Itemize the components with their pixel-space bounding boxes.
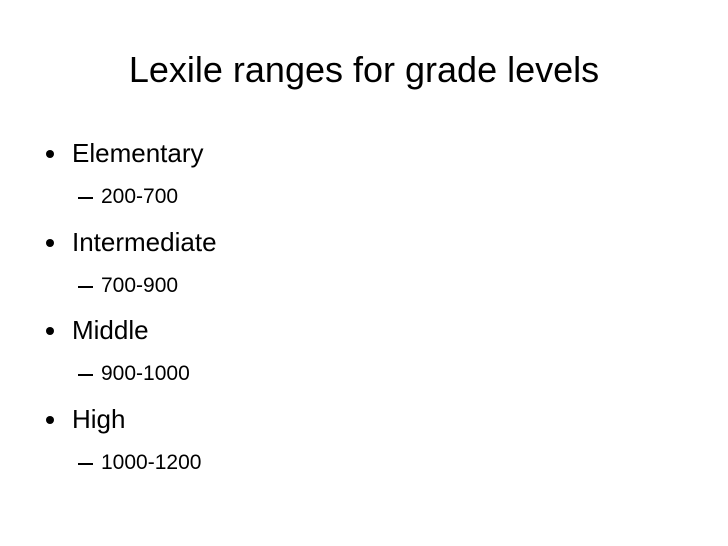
sub-bullet-dash [78, 197, 93, 199]
lexile-range: 700-900 [101, 273, 179, 297]
bullet [46, 415, 54, 424]
bullet-label: Intermediate [72, 226, 217, 257]
bullet [46, 327, 54, 335]
slide-title: Lexile ranges for grade levels [128, 49, 600, 90]
bullet-label: High [72, 403, 126, 434]
sub-bullet-dash [78, 462, 93, 465]
sub-bullet-dash [78, 285, 93, 288]
bullet [46, 238, 54, 247]
lexile-range: 200-700 [101, 185, 179, 208]
lexile-range: 900-1000 [101, 362, 190, 385]
bullet-label: Middle [72, 315, 149, 345]
sub-bullet-dash [78, 374, 93, 376]
lexile-range: 1000-1200 [101, 450, 202, 474]
bullet [46, 150, 54, 158]
bullet-label: Elementary [72, 138, 204, 168]
